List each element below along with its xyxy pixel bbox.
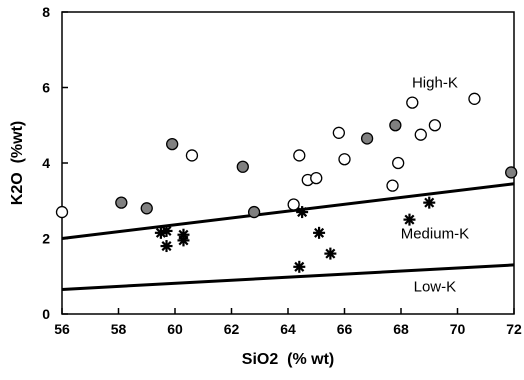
region-label: Low-K	[414, 278, 457, 295]
filled-circle-point	[505, 166, 518, 179]
open-circle-point	[55, 205, 69, 219]
y-tick-label: 4	[42, 155, 50, 171]
open-circle-point	[293, 149, 306, 162]
open-circle-point	[338, 153, 351, 166]
asterisk-point	[403, 213, 416, 226]
y-axis-title: K2O (%wt)	[9, 121, 26, 205]
asterisk-point	[313, 226, 326, 239]
open-circle-point	[406, 96, 419, 109]
filled-circle-point	[115, 196, 128, 209]
open-circle-point	[332, 126, 346, 139]
filled-circle-point	[140, 202, 153, 215]
open-circle-point	[392, 156, 405, 170]
boundary-line	[61, 263, 515, 291]
x-tick-label: 56	[54, 321, 70, 337]
boundary-lines	[61, 182, 515, 291]
asterisk-point	[423, 196, 436, 209]
x-tick-label: 70	[450, 321, 466, 337]
boundary-line	[61, 182, 515, 240]
data-points	[55, 92, 518, 273]
open-circle-point	[428, 119, 442, 132]
open-circle-point	[185, 149, 199, 162]
open-circle-point	[310, 171, 323, 185]
x-axis-title: SiO2 (% wt)	[242, 351, 334, 368]
asterisk-point	[296, 206, 309, 219]
filled-circle-point	[389, 119, 402, 132]
region-label: High-K	[412, 75, 458, 92]
asterisk-point	[160, 240, 173, 253]
open-circle-point	[468, 92, 481, 105]
y-tick-label: 8	[42, 4, 50, 20]
x-tick-label: 68	[393, 321, 409, 337]
asterisk-point	[160, 224, 173, 237]
asterisk-point	[177, 234, 190, 247]
x-tick-label: 58	[111, 321, 127, 337]
x-tick-label: 64	[280, 321, 296, 337]
region-labels: High-K Medium-K Low-K	[401, 75, 469, 296]
y-tick-label: 6	[42, 80, 50, 96]
region-label: Medium-K	[401, 226, 469, 243]
x-tick-label: 60	[167, 321, 183, 337]
open-circle-point	[386, 179, 399, 192]
y-tick-label: 2	[42, 231, 50, 247]
y-tick-label: 0	[42, 306, 50, 322]
x-tick-label: 72	[506, 321, 522, 337]
filled-circle-point	[166, 137, 179, 151]
filled-circle-point	[360, 132, 374, 145]
filled-circle-point	[247, 205, 261, 219]
asterisk-point	[293, 260, 306, 273]
filled-circle-point	[236, 160, 249, 173]
open-circle-point	[414, 128, 427, 141]
x-tick-label: 62	[224, 321, 240, 337]
x-tick-label: 66	[337, 321, 353, 337]
open-circle-point	[287, 198, 300, 211]
asterisk-point	[324, 247, 337, 260]
